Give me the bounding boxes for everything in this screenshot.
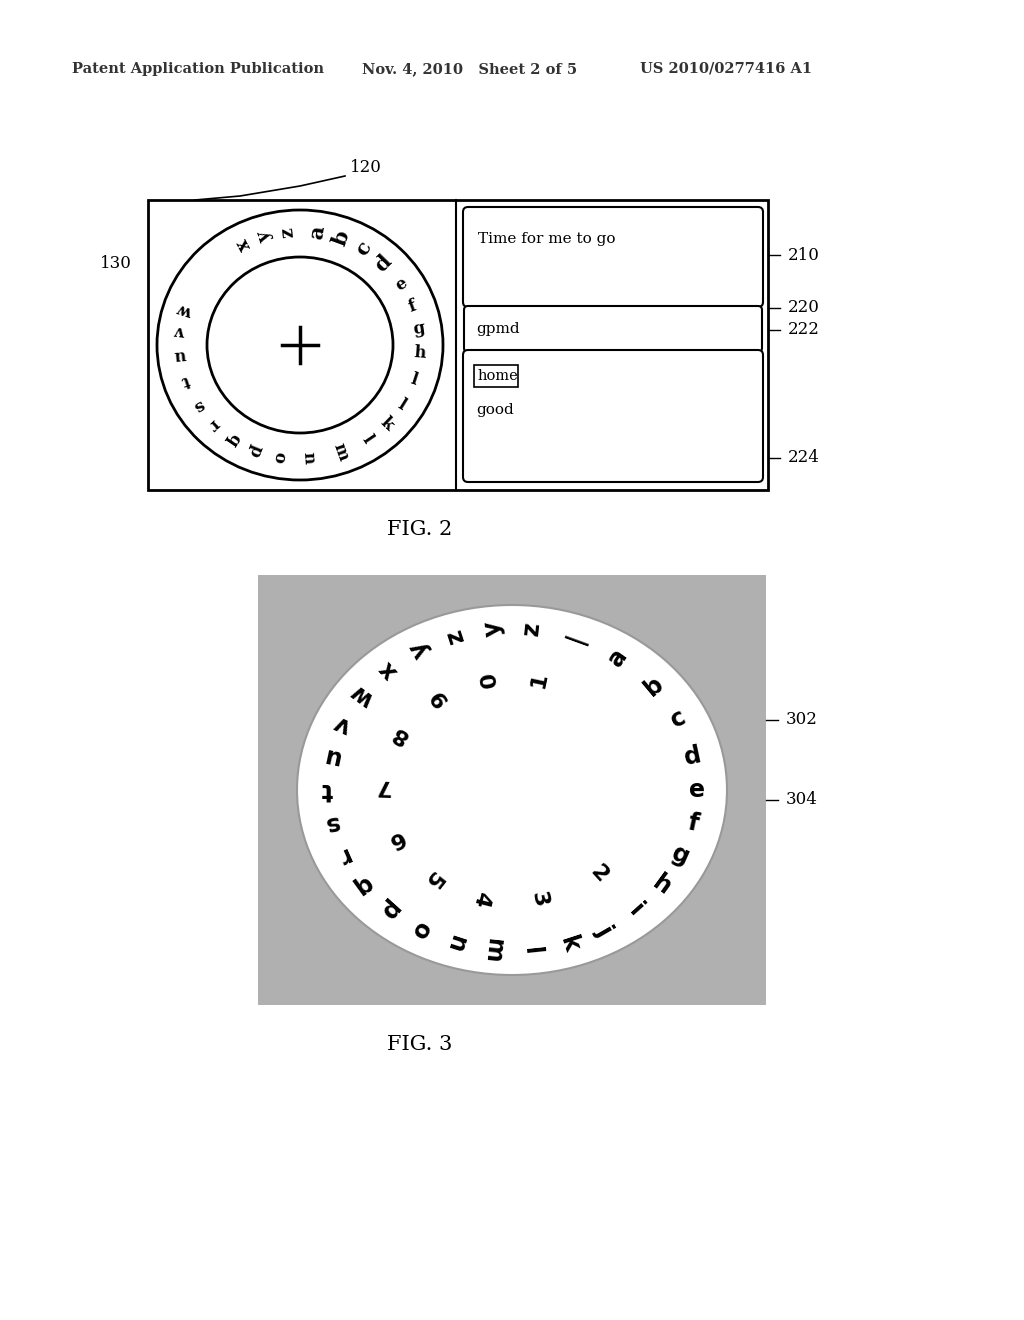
Text: z: z	[441, 626, 468, 645]
Text: g: g	[412, 319, 426, 338]
Bar	[474, 366, 518, 387]
Text: v: v	[175, 322, 186, 341]
Text: Time for me to go: Time for me to go	[478, 232, 615, 246]
Text: l: l	[358, 432, 376, 446]
Text: y: y	[406, 638, 434, 663]
Text: z: z	[519, 620, 544, 638]
Text: k: k	[376, 413, 396, 434]
Text: w: w	[346, 678, 378, 711]
Text: a: a	[604, 644, 633, 671]
Text: FIG. 2: FIG. 2	[387, 520, 453, 539]
Text: 3: 3	[527, 890, 551, 909]
Text: 2: 2	[587, 861, 611, 886]
Text: j: j	[592, 921, 616, 940]
Text: 222: 222	[788, 322, 820, 338]
Ellipse shape	[157, 210, 443, 480]
Text: r: r	[205, 414, 223, 433]
Text: e: e	[689, 777, 705, 803]
Bar	[258, 576, 766, 1005]
Text: q: q	[222, 429, 243, 449]
Text: h: h	[413, 345, 426, 362]
Text: q: q	[348, 871, 376, 900]
Text: 5: 5	[420, 866, 444, 891]
Text: u: u	[321, 743, 342, 770]
Text: d: d	[371, 251, 395, 276]
Text: r: r	[333, 842, 353, 869]
Text: x: x	[374, 656, 402, 684]
Text: t: t	[179, 371, 193, 389]
Text: |: |	[562, 630, 589, 645]
Text: 4: 4	[469, 888, 493, 908]
Text: m: m	[330, 441, 352, 463]
Text: l: l	[409, 371, 420, 389]
Text: p: p	[374, 896, 402, 925]
Text: Patent Application Publication: Patent Application Publication	[72, 62, 324, 77]
Text: y: y	[255, 228, 275, 244]
Text: 120: 120	[350, 158, 382, 176]
Text: 220: 220	[788, 300, 820, 317]
Text: 9: 9	[427, 685, 452, 709]
Text: y: y	[480, 620, 506, 638]
Text: z: z	[278, 226, 297, 238]
Text: s: s	[189, 396, 207, 414]
FancyBboxPatch shape	[464, 306, 762, 352]
Text: l: l	[394, 396, 409, 414]
Text: c: c	[351, 238, 376, 260]
FancyBboxPatch shape	[463, 207, 763, 308]
Text: US 2010/0277416 A1: US 2010/0277416 A1	[640, 62, 812, 77]
Text: 304: 304	[786, 792, 818, 808]
Text: a: a	[306, 224, 328, 240]
Text: 1: 1	[527, 671, 551, 690]
Text: home: home	[478, 370, 519, 383]
Text: b: b	[329, 228, 353, 248]
Text: gpmd: gpmd	[476, 322, 519, 337]
Text: k: k	[555, 933, 583, 956]
Text: w: w	[176, 300, 196, 321]
Text: u: u	[174, 346, 187, 364]
Ellipse shape	[297, 605, 727, 975]
Text: 224: 224	[788, 450, 820, 466]
Text: 0: 0	[478, 671, 501, 689]
Text: t: t	[322, 777, 333, 803]
Text: i: i	[625, 899, 647, 921]
Text: n: n	[440, 932, 469, 956]
Text: o: o	[406, 917, 434, 944]
Text: Nov. 4, 2010   Sheet 2 of 5: Nov. 4, 2010 Sheet 2 of 5	[362, 62, 578, 77]
Text: 302: 302	[786, 711, 818, 729]
Text: good: good	[476, 403, 514, 417]
Text: 210: 210	[788, 247, 820, 264]
Text: s: s	[322, 810, 340, 837]
Text: c: c	[667, 705, 690, 733]
Text: m: m	[479, 937, 506, 965]
Text: 8: 8	[388, 722, 411, 747]
Text: g: g	[669, 841, 693, 870]
Text: o: o	[270, 450, 289, 463]
Text: 130: 130	[100, 255, 132, 272]
Text: l: l	[519, 946, 544, 957]
Text: p: p	[245, 442, 265, 459]
Ellipse shape	[207, 257, 393, 433]
FancyBboxPatch shape	[463, 350, 763, 482]
Text: x: x	[233, 236, 254, 253]
Text: FIG. 3: FIG. 3	[387, 1035, 453, 1053]
Text: f: f	[407, 297, 419, 315]
Text: v: v	[331, 710, 355, 738]
Text: 6: 6	[384, 826, 407, 851]
Text: d: d	[682, 743, 703, 770]
Text: e: e	[393, 275, 411, 294]
Text: h: h	[648, 871, 676, 900]
Text: f: f	[685, 810, 700, 837]
Bar	[148, 201, 768, 490]
Text: n: n	[299, 451, 317, 465]
Text: b: b	[640, 671, 668, 701]
Text: 7: 7	[374, 776, 390, 796]
